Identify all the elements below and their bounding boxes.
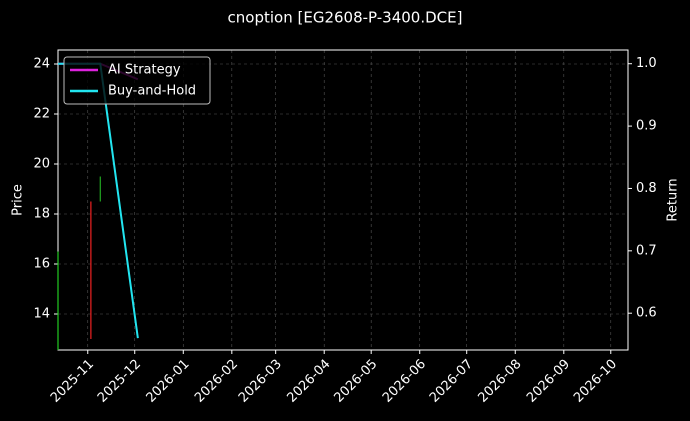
x-tick-label: 2026-07 <box>427 357 476 406</box>
x-tick-label: 2026-02 <box>192 357 241 406</box>
y-tick-label: 18 <box>33 207 50 222</box>
x-tick-label: 2026-08 <box>476 357 525 406</box>
y-tick-label: 16 <box>33 257 50 272</box>
legend: AI Strategy Buy-and-Hold <box>63 56 211 105</box>
y-tick-label: 20 <box>33 157 50 172</box>
legend-box <box>63 56 211 105</box>
x-tick-label: 2026-06 <box>380 357 429 406</box>
x-tick-label: 2026-04 <box>284 357 333 406</box>
x-tick-label: 2026-05 <box>331 357 380 406</box>
y2-axis-label: Return <box>666 178 681 221</box>
x-tick-label: 2026-01 <box>144 357 193 406</box>
legend-label: Buy-and-Hold <box>108 84 196 99</box>
legend-label: AI Strategy <box>108 63 181 78</box>
x-tick-label: 2025-12 <box>95 357 144 406</box>
y2-tick-label: 0.7 <box>636 243 657 258</box>
y2-tick-label: 1.0 <box>636 56 657 71</box>
x-tick-label: 2026-10 <box>571 357 620 406</box>
y-tick-label: 14 <box>33 307 50 322</box>
x-tick-label: 2026-09 <box>524 357 573 406</box>
x-tick-label: 2025-11 <box>48 357 97 406</box>
chart-title: cnoption [EG2608-P-3400.DCE] <box>228 9 463 27</box>
y2-tick-label: 0.8 <box>636 181 657 196</box>
y-tick-label: 24 <box>33 57 50 72</box>
y2-tick-label: 0.6 <box>636 306 657 321</box>
y-axis-label: Price <box>11 184 26 216</box>
x-tick-label: 2026-03 <box>236 357 285 406</box>
y2-tick-label: 0.9 <box>636 119 657 134</box>
y-tick-label: 22 <box>33 107 50 122</box>
series-line <box>58 62 139 339</box>
plot-frame <box>57 49 629 351</box>
